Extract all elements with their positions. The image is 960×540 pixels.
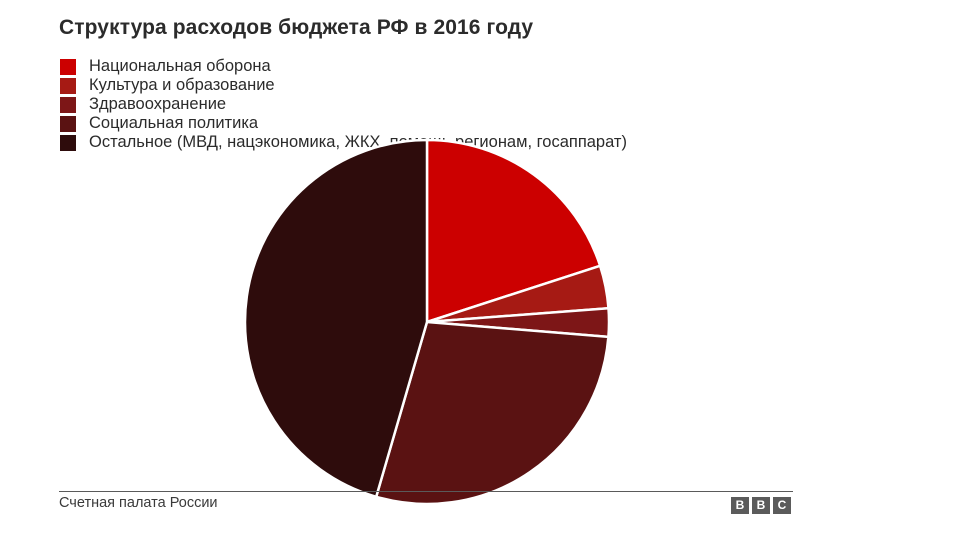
legend-swatch-social-policy [60,115,76,132]
legend-item-defense: Национальная оборона [60,57,627,76]
footer-divider [59,491,793,492]
pie-slice-social-policy [374,320,610,506]
bbc-logo-letter: B [731,497,749,514]
legend-swatch-healthcare [60,96,76,113]
legend-label-culture-education: Культура и образование [89,76,275,94]
legend-item-social-policy: Социальная политика [60,114,627,133]
pie-slice-defense [425,138,602,324]
legend-label-healthcare: Здравоохранение [89,95,227,113]
legend-swatch-defense [60,58,76,75]
legend-swatch-other [60,134,76,151]
legend-label-defense: Национальная оборона [89,57,271,75]
pie-slice-other [243,138,429,499]
legend-label-social-policy: Социальная политика [89,114,259,132]
legend-label-other: Остальное (МВД, нацэкономика, ЖКХ, помощ… [89,133,627,151]
chart-title: Структура расходов бюджета РФ в 2016 год… [59,16,534,39]
legend-item-healthcare: Здравоохранение [60,95,627,114]
source-credit: Счетная палата России [59,495,218,511]
legend-swatch-culture-education [60,77,76,94]
bbc-logo-letter: B [752,497,770,514]
legend-item-culture-education: Культура и образование [60,76,627,95]
bbc-logo-letter: C [773,497,791,514]
legend: Национальная оборона Культура и образова… [60,57,627,152]
legend-item-other: Остальное (МВД, нацэкономика, ЖКХ, помощ… [60,133,627,152]
bbc-logo: B B C [731,497,791,514]
